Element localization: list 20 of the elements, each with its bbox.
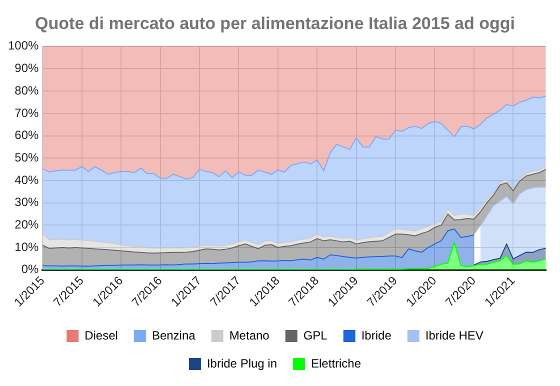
legend-label: Metano [229, 328, 270, 342]
legend-label: Elettriche [311, 356, 362, 370]
chart-title: Quote di mercato auto per alimentazione Italia 2015 ad oggi [35, 14, 515, 33]
y-tick-label: 0% [21, 262, 40, 276]
y-tick-label: 90% [14, 61, 40, 76]
legend-label: Ibride Plug in [206, 356, 278, 370]
y-tick-label: 60% [14, 128, 40, 142]
legend-label: Ibride [361, 328, 392, 342]
legend-label: Ibride HEV [425, 328, 484, 342]
legend-label: GPL [303, 328, 328, 342]
legend-label: Benzina [152, 328, 196, 342]
y-tick-label: 20% [14, 217, 40, 232]
y-tick-label: 50% [14, 150, 40, 164]
y-tick-label: 80% [14, 83, 40, 98]
y-tick-label: 40% [14, 172, 40, 187]
y-tick-label: 30% [14, 195, 40, 210]
y-tick-label: 10% [14, 240, 40, 254]
legend-label: Diesel [84, 328, 118, 342]
y-tick-label: 100% [8, 38, 40, 53]
y-tick-label: 70% [14, 106, 40, 120]
